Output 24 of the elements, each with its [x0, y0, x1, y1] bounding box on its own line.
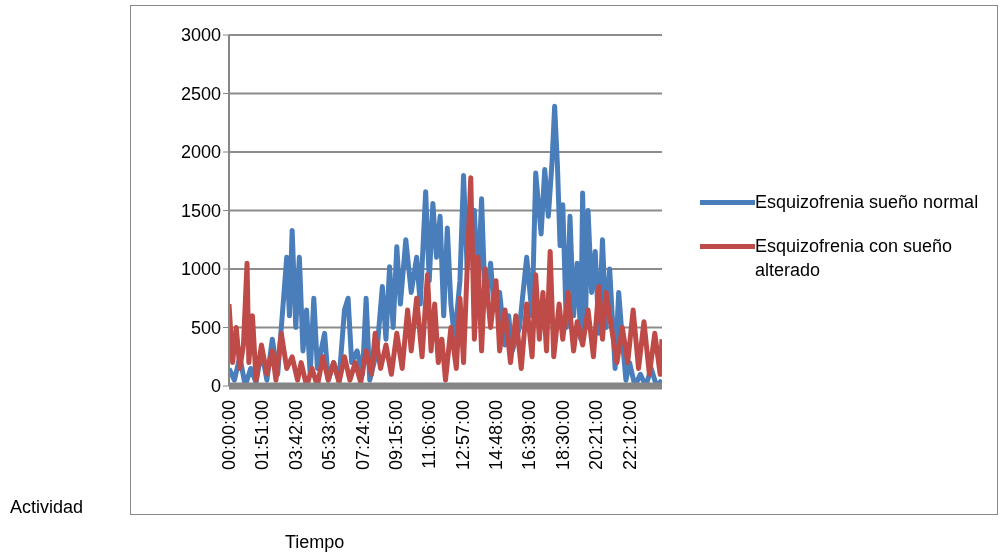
legend-label: Esquizofrenia con sueño alterado [755, 235, 954, 282]
x-tick-label: 09:15:00 [385, 400, 406, 471]
x-tick-label: 12:57:00 [452, 400, 473, 471]
x-tick-label: 11:06:00 [419, 400, 440, 469]
x-tick-label: 22:12:00 [619, 400, 640, 471]
x-tick-label: 18:30:00 [552, 400, 573, 471]
x-tick-label: 14:48:00 [486, 400, 507, 471]
legend-label: Esquizofrenia sueño normal [755, 191, 980, 214]
text: Actividad [10, 497, 84, 518]
x-tick-label: 07:24:00 [352, 400, 373, 471]
x-tick-label: 01:51:00 [252, 400, 273, 471]
y-tick-label: 500 [190, 317, 221, 338]
x-tick-label: 05:33:00 [319, 400, 340, 471]
y-tick-label: 1000 [180, 259, 221, 280]
x-tick-label: 20:21:00 [586, 400, 607, 471]
x-tick-label: 00:00:00 [219, 400, 239, 471]
y-tick-label: 3000 [180, 25, 221, 46]
y-tick-label: 1500 [180, 200, 221, 221]
x-tick-label: 16:39:00 [519, 400, 540, 471]
y-tick-label: 0 [210, 376, 221, 397]
x-tick-label: 03:42:00 [285, 400, 306, 471]
x-axis-title: Tiempo [285, 532, 345, 553]
y-tick-label: 2000 [180, 142, 221, 163]
y-tick-label: 2500 [180, 83, 221, 104]
